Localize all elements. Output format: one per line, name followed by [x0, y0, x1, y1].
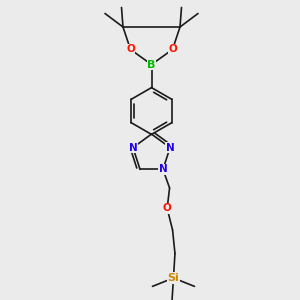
- Text: B: B: [147, 59, 156, 70]
- Text: N: N: [159, 164, 167, 174]
- Text: O: O: [168, 44, 177, 55]
- Text: Si: Si: [168, 273, 179, 283]
- Text: N: N: [129, 142, 137, 153]
- Text: O: O: [126, 44, 135, 55]
- Text: N: N: [166, 142, 174, 153]
- Text: O: O: [163, 203, 172, 213]
